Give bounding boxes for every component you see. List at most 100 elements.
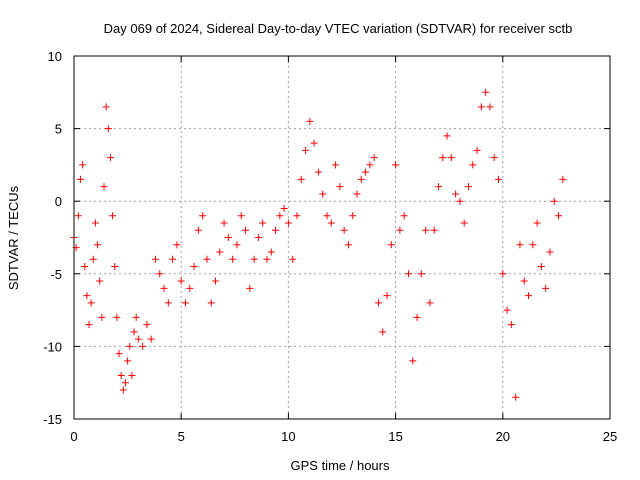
data-point [293, 212, 301, 220]
data-point [151, 255, 159, 263]
data-point [387, 241, 395, 249]
data-point [460, 219, 468, 227]
data-point [404, 270, 412, 278]
data-point [121, 379, 129, 387]
data-point [229, 255, 237, 263]
data-point [89, 255, 97, 263]
x-tick-label: 5 [178, 429, 185, 444]
data-point [113, 313, 121, 321]
y-tick-label: -15 [43, 412, 62, 427]
data-point [254, 234, 262, 241]
x-tick-label: 0 [70, 429, 77, 444]
x-tick-label: 25 [603, 429, 617, 444]
data-point [81, 263, 89, 271]
data-point [495, 175, 503, 183]
data-point [319, 190, 327, 198]
data-point [529, 241, 537, 249]
data-point [147, 335, 155, 343]
data-point [246, 284, 254, 292]
data-point [392, 161, 400, 169]
data-point [74, 212, 82, 220]
data-point [143, 321, 151, 329]
data-point [186, 284, 194, 292]
data-point [353, 190, 361, 198]
axis-ticks: 0 5 10 15 20 25 -15 -10 -5 0 5 10 [43, 49, 617, 444]
data-point [119, 386, 127, 394]
data-point [447, 154, 455, 162]
data-point [100, 183, 108, 191]
x-tick-label: 20 [496, 429, 510, 444]
data-point [289, 255, 297, 263]
data-point [507, 321, 515, 329]
grid-lines [74, 56, 610, 419]
data-point [512, 393, 520, 401]
data-point [409, 357, 417, 365]
data-point [139, 342, 147, 350]
data-point [396, 226, 404, 234]
data-point [297, 175, 305, 183]
data-point [160, 284, 168, 292]
data-point [212, 277, 220, 285]
data-point [220, 219, 228, 227]
data-point [516, 241, 524, 249]
data-point [169, 255, 177, 263]
y-tick-label: -5 [50, 267, 62, 282]
data-point [439, 154, 447, 162]
data-point [242, 226, 250, 234]
data-point [102, 103, 110, 111]
data-point [473, 146, 481, 154]
data-point [344, 241, 352, 249]
data-point [379, 328, 387, 336]
data-point [306, 117, 314, 125]
data-point [327, 219, 335, 227]
data-point [310, 139, 318, 147]
data-point [115, 350, 123, 358]
data-point [525, 292, 533, 300]
data-point [85, 321, 93, 329]
data-point [111, 263, 119, 271]
data-point [417, 270, 425, 278]
data-point [263, 255, 271, 263]
data-point [284, 219, 292, 227]
data-point [559, 175, 567, 183]
data-point [130, 328, 138, 336]
data-point [109, 212, 117, 220]
data-point [237, 212, 245, 220]
data-point [400, 212, 408, 220]
data-point [276, 212, 284, 220]
data-point [207, 299, 215, 307]
data-point [413, 313, 421, 321]
data-point [267, 248, 275, 256]
data-point [117, 371, 125, 379]
data-point [302, 146, 310, 154]
data-point [259, 219, 267, 227]
data-point [430, 226, 438, 234]
data-point [164, 299, 172, 307]
data-point [422, 226, 430, 234]
data-points [70, 88, 567, 401]
data-point [91, 219, 99, 227]
data-point [181, 299, 189, 307]
data-point [542, 284, 550, 292]
y-axis-label: SDTVAR / TECUs [6, 185, 21, 290]
data-point [156, 270, 164, 278]
x-tick-label: 10 [281, 429, 295, 444]
data-point [194, 226, 202, 234]
data-point [482, 88, 490, 96]
data-point [76, 175, 84, 183]
y-tick-label: 5 [55, 122, 62, 137]
data-point [469, 161, 477, 169]
data-point [233, 241, 241, 249]
plot-frame [73, 55, 611, 420]
data-point [464, 183, 472, 191]
data-point [383, 292, 391, 300]
data-point [366, 161, 374, 169]
data-point [173, 241, 181, 249]
data-point [340, 226, 348, 234]
y-tick-label: 10 [48, 49, 62, 64]
data-point [426, 299, 434, 307]
data-point [190, 263, 198, 271]
data-point [94, 241, 102, 249]
data-point [79, 161, 87, 169]
